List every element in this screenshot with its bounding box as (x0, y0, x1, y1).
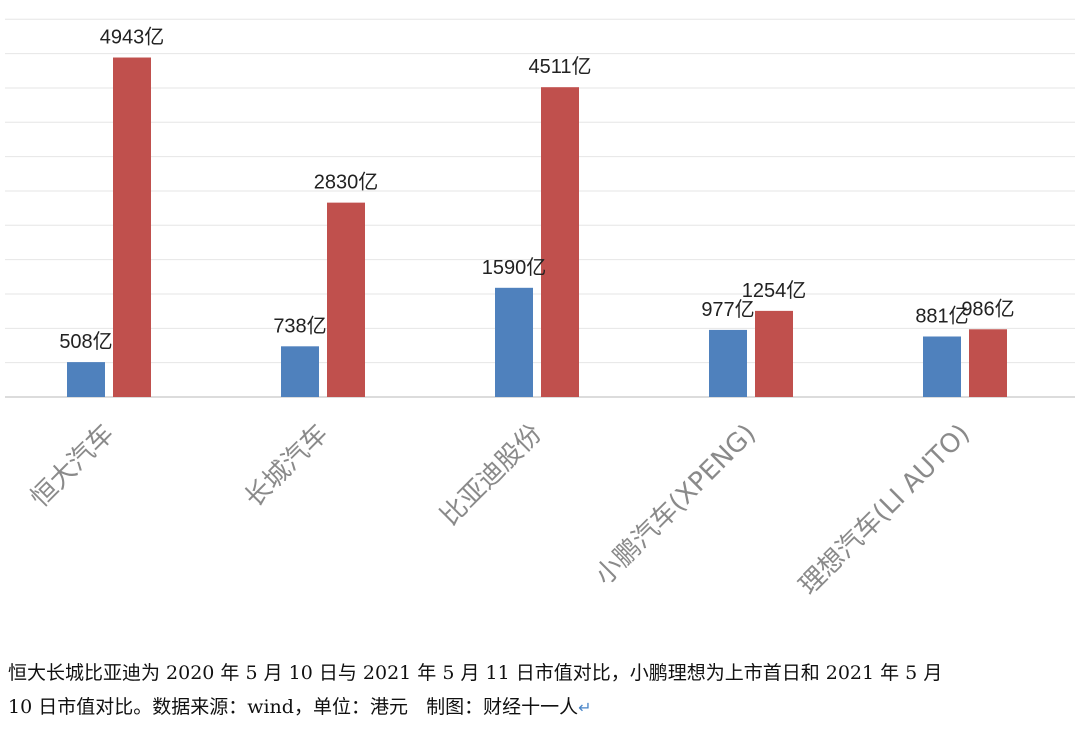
category-label: 比亚迪股份 (435, 419, 548, 532)
data-label: 4511亿 (528, 55, 591, 78)
bar-red-3 (541, 87, 579, 398)
bar-blue-2 (281, 346, 319, 397)
category-label: 长城汽车 (239, 419, 334, 514)
data-label: 738亿 (273, 314, 326, 337)
bar-blue-4 (709, 329, 747, 397)
data-label: 508亿 (59, 330, 112, 353)
category-labels: 恒大汽车 长城汽车 比亚迪股份 小鹏汽车(XPENG) 理想汽车(LI AUTO) (25, 419, 976, 601)
category-label: 理想汽车(LI AUTO) (794, 419, 976, 601)
bar-blue-1 (67, 362, 105, 397)
data-label: 2830亿 (314, 171, 379, 194)
category-label: 小鹏汽车(XPENG) (590, 419, 762, 591)
bar-red-5 (969, 329, 1007, 397)
bar-blue-3 (495, 287, 533, 397)
caption-line-1: 恒大长城比亚迪为 2020 年 5 月 10 日与 2021 年 5 月 11 … (8, 662, 943, 684)
gridlines (5, 18, 1075, 398)
bar-blue-5 (923, 336, 961, 397)
figure-caption: 恒大长城比亚迪为 2020 年 5 月 10 日与 2021 年 5 月 11 … (8, 656, 1076, 725)
bar-red-1 (113, 57, 151, 397)
bars (67, 57, 1007, 398)
data-label: 4943亿 (100, 26, 165, 49)
bar-red-4 (755, 310, 793, 397)
data-label: 1590亿 (482, 256, 547, 279)
paragraph-return-icon: ↵ (578, 698, 592, 717)
data-label: 986亿 (961, 297, 1014, 320)
category-label: 恒大汽车 (25, 419, 120, 514)
caption-line-2: 10 日市值对比。数据来源：wind，单位：港元 制图：财经十一人 (8, 696, 579, 718)
data-label: 881亿 (915, 304, 968, 327)
bar-red-2 (327, 202, 365, 397)
data-label: 1254亿 (742, 279, 807, 302)
data-label: 977亿 (701, 298, 754, 321)
